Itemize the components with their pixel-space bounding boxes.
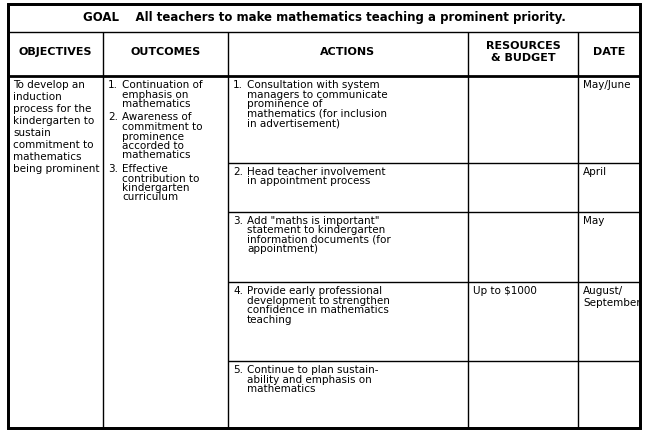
Text: Awareness of: Awareness of [122,112,191,123]
Text: mathematics: mathematics [122,150,191,161]
Text: ACTIONS: ACTIONS [321,47,376,57]
Text: 3.: 3. [233,216,243,226]
Text: To develop an
induction
process for the
kindergarten to
sustain
commitment to
ma: To develop an induction process for the … [13,80,99,174]
Text: Provide early professional: Provide early professional [247,286,382,296]
Text: Continue to plan sustain-: Continue to plan sustain- [247,365,378,375]
Text: curriculum: curriculum [122,193,178,203]
Text: prominence of: prominence of [247,99,322,109]
Text: in appointment process: in appointment process [247,176,370,186]
Text: managers to communicate: managers to communicate [247,89,388,99]
Text: OUTCOMES: OUTCOMES [130,47,201,57]
Text: 2.: 2. [108,112,118,123]
Text: contribution to: contribution to [122,174,199,184]
Text: May/June: May/June [583,80,631,90]
Text: Effective: Effective [122,164,168,174]
Text: April: April [583,166,607,177]
Text: Continuation of: Continuation of [122,80,203,90]
Text: prominence: prominence [122,131,184,142]
Text: appointment): appointment) [247,244,318,254]
Text: confidence in mathematics: confidence in mathematics [247,305,389,315]
Text: development to strengthen: development to strengthen [247,296,390,306]
Text: mathematics: mathematics [247,384,315,394]
Text: 1.: 1. [108,80,118,90]
Text: Add "maths is important": Add "maths is important" [247,216,380,226]
Text: Consultation with system: Consultation with system [247,80,380,90]
Text: 1.: 1. [233,80,243,90]
Text: mathematics (for inclusion: mathematics (for inclusion [247,108,387,118]
Text: OBJECTIVES: OBJECTIVES [19,47,92,57]
Text: ability and emphasis on: ability and emphasis on [247,375,372,384]
Text: kindergarten: kindergarten [122,183,189,193]
Text: emphasis on: emphasis on [122,89,189,99]
Text: 2.: 2. [233,166,243,177]
Text: statement to kindergarten: statement to kindergarten [247,225,385,235]
Text: teaching: teaching [247,315,293,325]
Text: August/
September: August/ September [583,286,641,308]
Text: DATE: DATE [592,47,625,57]
Text: 4.: 4. [233,286,243,296]
Text: GOAL    All teachers to make mathematics teaching a prominent priority.: GOAL All teachers to make mathematics te… [83,12,566,25]
Text: 3.: 3. [108,164,118,174]
Text: in advertisement): in advertisement) [247,118,340,128]
Text: information documents (for: information documents (for [247,235,391,245]
Text: 5.: 5. [233,365,243,375]
Text: mathematics: mathematics [122,99,191,109]
Text: Up to $1000: Up to $1000 [473,286,537,296]
Text: accorded to: accorded to [122,141,184,151]
Text: commitment to: commitment to [122,122,203,132]
Text: RESOURCES
& BUDGET: RESOURCES & BUDGET [486,41,560,63]
Text: May: May [583,216,605,226]
Text: Head teacher involvement: Head teacher involvement [247,166,386,177]
